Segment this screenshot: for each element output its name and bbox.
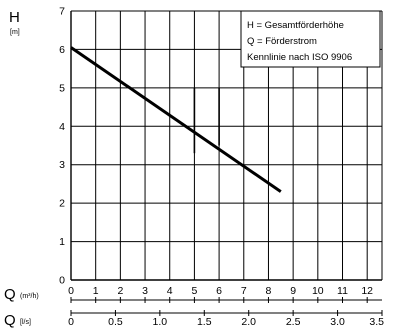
x2-tick-label: 0 bbox=[68, 316, 74, 328]
x-tick-label: 6 bbox=[216, 285, 222, 297]
x2-axis-label: Q bbox=[4, 312, 16, 329]
y-tick-label: 0 bbox=[59, 275, 65, 287]
x-tick-label: 12 bbox=[361, 285, 373, 297]
y-tick-label: 1 bbox=[59, 236, 65, 248]
y-tick-label: 3 bbox=[59, 159, 65, 171]
x2-tick-label: 2.0 bbox=[241, 316, 256, 328]
x-tick-label: 11 bbox=[337, 285, 348, 297]
x2-tick-label: 3.0 bbox=[330, 316, 345, 328]
x-tick-label: 4 bbox=[167, 285, 173, 297]
x2-tick-label: 2.5 bbox=[286, 316, 301, 328]
x2-axis-unit: [l/s] bbox=[20, 319, 31, 326]
y-tick-label: 2 bbox=[59, 198, 65, 210]
y-axis-unit: [m] bbox=[10, 29, 20, 36]
x2-tick-label: 0.5 bbox=[108, 316, 123, 328]
legend-line-3: Kennlinie nach ISO 9906 bbox=[247, 52, 352, 63]
legend-line-1: H = Gesamtförderhöhe bbox=[247, 20, 344, 31]
legend-box bbox=[240, 10, 381, 68]
x-tick-label: 9 bbox=[290, 285, 296, 297]
y-tick-label: 6 bbox=[59, 44, 65, 56]
x-tick-labels: 0 1 2 3 4 5 6 7 8 9 10 11 12 bbox=[68, 285, 382, 303]
legend: H = Gesamtförderhöhe Q = Förderstrom Ken… bbox=[240, 10, 381, 68]
x-tick-label: 5 bbox=[191, 285, 197, 297]
x-tick-label: 1 bbox=[93, 285, 99, 297]
x-tick-label: 8 bbox=[266, 285, 272, 297]
y-tick-label: 5 bbox=[59, 82, 65, 94]
x-axis-unit: (m³/h) bbox=[20, 293, 39, 300]
y-tick-label: 4 bbox=[59, 121, 65, 133]
legend-line-2: Q = Förderstrom bbox=[247, 36, 317, 47]
x-axis-label: Q bbox=[4, 286, 16, 303]
x2-tick-label: 1.0 bbox=[153, 316, 168, 328]
x2-tick-label: 1.5 bbox=[197, 316, 212, 328]
y-axis-label: H bbox=[9, 9, 20, 26]
x-tick-label: 0 bbox=[68, 285, 74, 297]
x-tick-label: 3 bbox=[142, 285, 148, 297]
y-tick-label: 7 bbox=[59, 6, 65, 18]
pump-curve-line bbox=[70, 46, 282, 193]
y-tick-labels: 0 1 2 3 4 5 6 7 bbox=[59, 6, 65, 287]
series-group bbox=[70, 46, 282, 193]
x-tick-label: 2 bbox=[117, 285, 123, 297]
x2-tick-label: 3.5 bbox=[369, 316, 384, 328]
x2-tick-labels: 0 0.5 1.0 1.5 2.0 2.5 3.0 3.5 bbox=[68, 310, 384, 328]
x-tick-label: 10 bbox=[312, 285, 324, 297]
x-tick-label: 7 bbox=[241, 285, 247, 297]
